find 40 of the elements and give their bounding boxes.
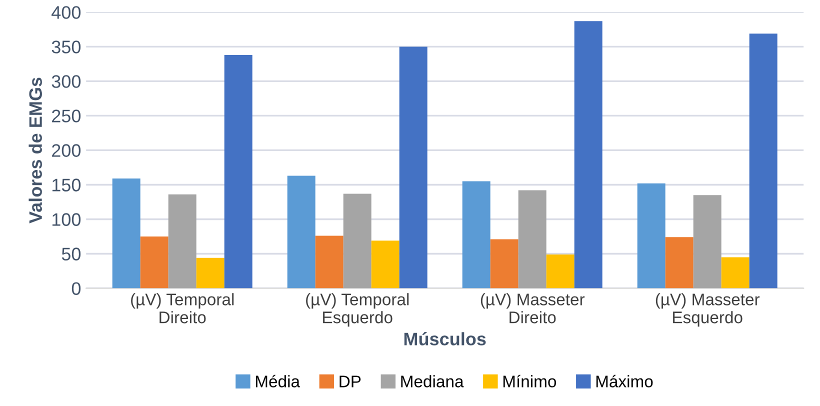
- y-tick-label: 350: [52, 40, 81, 54]
- y-tick-label: 0: [72, 282, 81, 295]
- y-tick-label: 50: [62, 248, 81, 260]
- y-axis-title: Valores de EMGs: [28, 78, 42, 224]
- y-tick-label: 150: [52, 178, 81, 192]
- y-tick-label: 100: [52, 213, 81, 226]
- legend-label: Mediana: [401, 375, 464, 388]
- y-tick-label: 200: [52, 144, 81, 157]
- legend-label: Máximo: [596, 374, 653, 388]
- bar: [287, 176, 316, 288]
- bar: [693, 195, 722, 288]
- bar: [343, 194, 372, 288]
- legend-label: DP: [340, 376, 361, 388]
- bar: [399, 46, 428, 288]
- bar: [637, 183, 666, 288]
- bar: [168, 194, 196, 288]
- bar: [574, 21, 602, 288]
- bar: [140, 236, 168, 288]
- bar: [665, 237, 694, 288]
- bar: [315, 236, 344, 288]
- bar: [518, 190, 546, 288]
- bar: [371, 240, 400, 288]
- x-axis-title: Músculos: [404, 332, 486, 346]
- x-tick-label: (µV) Temporal Direito: [131, 293, 234, 324]
- bar: [224, 54, 252, 288]
- bar: [196, 258, 224, 288]
- bar: [112, 178, 140, 288]
- x-tick-label: (µV) Masseter Esquerdo: [656, 293, 760, 327]
- y-tick-label: 300: [52, 75, 81, 88]
- bar: [749, 34, 778, 288]
- bar: [546, 254, 574, 288]
- bar: [721, 257, 750, 288]
- legend-label: Mínimo: [503, 374, 556, 388]
- y-tick-label: 400: [52, 6, 81, 19]
- legend-label: Média: [256, 374, 300, 388]
- y-tick-label: 250: [52, 110, 81, 122]
- x-tick-label: (µV) Temporal Esquerdo: [306, 293, 409, 327]
- bar: [462, 181, 490, 288]
- bar: [490, 239, 518, 288]
- x-tick-label: (µV) Masseter Direito: [480, 293, 585, 324]
